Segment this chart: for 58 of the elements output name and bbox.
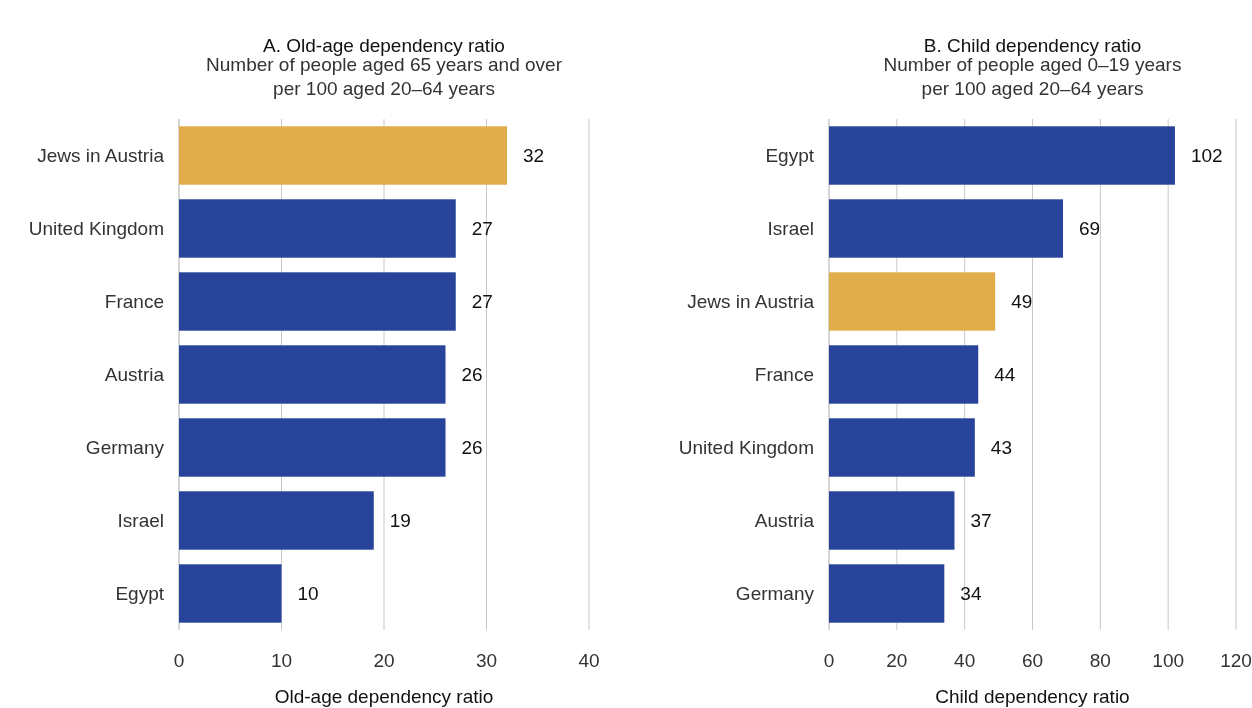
y-tick-label: France <box>754 364 814 385</box>
bar <box>829 272 996 331</box>
data-label: 49 <box>1011 291 1033 312</box>
x-tick-label: 60 <box>1021 650 1044 671</box>
y-tick-label: France <box>104 291 164 312</box>
bar <box>179 345 446 404</box>
bar <box>829 199 1064 258</box>
x-axis-title: Old-age dependency ratio <box>274 686 494 707</box>
bar <box>179 272 456 331</box>
x-tick-label: 40 <box>578 650 600 671</box>
x-tick-label: 80 <box>1089 650 1111 671</box>
data-label: 27 <box>471 291 493 312</box>
bar <box>829 345 979 404</box>
x-tick-label: 120 <box>1220 650 1252 671</box>
y-tick-label: Jews in Austria <box>687 291 815 312</box>
bar <box>179 491 374 550</box>
y-tick-label: Israel <box>117 510 164 531</box>
y-tick-label: Germany <box>85 437 165 458</box>
y-tick-label: Jews in Austria <box>37 145 165 166</box>
bar <box>179 418 446 477</box>
x-tick-label: 0 <box>823 650 835 671</box>
x-tick-label: 100 <box>1152 650 1185 671</box>
data-label: 26 <box>461 437 483 458</box>
x-tick-label: 10 <box>270 650 293 671</box>
x-tick-label: 30 <box>475 650 498 671</box>
x-tick-label: 20 <box>373 650 395 671</box>
x-axis-title: Child dependency ratio <box>935 686 1130 707</box>
data-label: 37 <box>970 510 992 531</box>
bar <box>829 491 955 550</box>
chart-title: A. Old-age dependency ratio <box>263 35 505 56</box>
data-label: 69 <box>1079 218 1101 239</box>
chart-title: B. Child dependency ratio <box>923 35 1142 56</box>
y-tick-label: Austria <box>104 364 165 385</box>
data-label: 26 <box>461 364 483 385</box>
data-label: 43 <box>990 437 1012 458</box>
y-tick-label: Germany <box>735 583 815 604</box>
y-tick-label: Austria <box>754 510 815 531</box>
bar <box>829 126 1175 185</box>
data-label: 27 <box>471 218 493 239</box>
data-label: 102 <box>1190 145 1223 166</box>
x-tick-label: 0 <box>173 650 185 671</box>
y-tick-label: United Kingdom <box>28 218 164 239</box>
bar <box>829 564 945 623</box>
y-tick-label: Egypt <box>765 145 815 166</box>
data-label: 10 <box>297 583 319 604</box>
y-tick-label: Egypt <box>115 583 165 604</box>
bar <box>179 126 507 185</box>
bar <box>179 199 456 258</box>
bar <box>179 564 282 623</box>
data-label: 19 <box>389 510 411 531</box>
data-label: 34 <box>960 583 982 604</box>
y-tick-label: United Kingdom <box>678 437 814 458</box>
data-label: 44 <box>994 364 1016 385</box>
bar <box>829 418 975 477</box>
data-label: 32 <box>523 145 545 166</box>
x-tick-label: 20 <box>886 650 908 671</box>
y-tick-label: Israel <box>767 218 814 239</box>
x-tick-label: 40 <box>954 650 976 671</box>
